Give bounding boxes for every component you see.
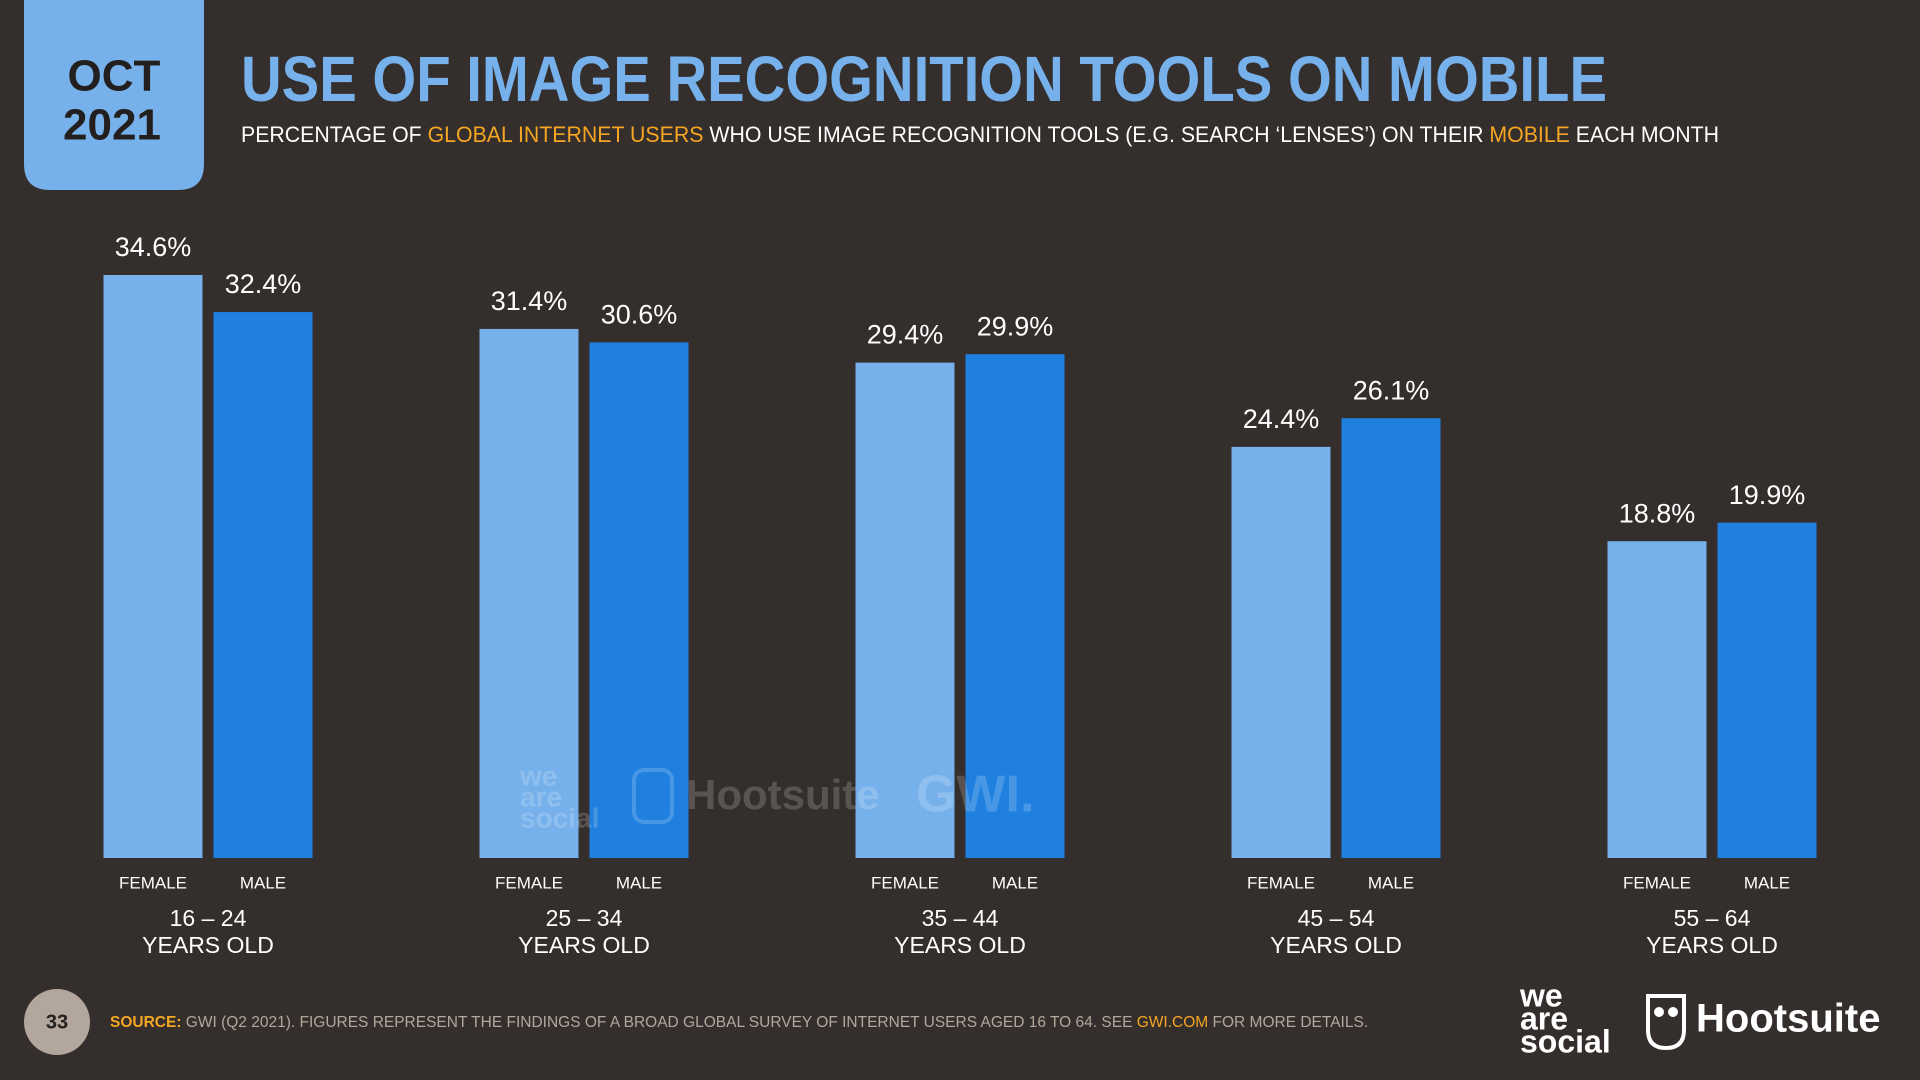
logo-text: Hootsuite <box>1696 997 1880 1041</box>
series-label: FEMALE <box>1623 873 1691 892</box>
date-month: OCT <box>68 52 161 101</box>
value-label: 31.4% <box>491 286 568 316</box>
series-label: MALE <box>992 873 1038 892</box>
source-link: GWI.COM <box>1137 1014 1208 1031</box>
value-label: 24.4% <box>1243 404 1320 434</box>
category-label: 35 – 44 <box>922 905 999 931</box>
category-label: 25 – 34 <box>546 905 623 931</box>
page-badge <box>24 989 90 1055</box>
category-suffix: YEARS OLD <box>1270 932 1402 958</box>
bar <box>213 312 313 859</box>
bar <box>1341 418 1441 858</box>
bar <box>965 354 1065 858</box>
logo-text: are <box>1520 1000 1568 1036</box>
subtitle-part: WHO USE IMAGE RECOGNITION TOOLS (E.G. SE… <box>703 122 1489 147</box>
subtitle-part: EACH MONTH <box>1570 122 1719 147</box>
category-suffix: YEARS OLD <box>518 932 650 958</box>
logo-text: we <box>1519 977 1563 1013</box>
series-label: MALE <box>1744 873 1790 892</box>
title: USE OF IMAGE RECOGNITION TOOLS ON MOBILE <box>241 43 1607 115</box>
bar <box>1607 541 1707 858</box>
value-label: 32.4% <box>225 269 302 299</box>
watermark-text: GWI. <box>916 766 1034 824</box>
owl-eye <box>1668 1007 1678 1017</box>
bar <box>855 362 955 858</box>
date-year: 2021 <box>63 101 161 150</box>
watermark-text: are <box>520 781 562 812</box>
watermark-owl <box>632 768 674 824</box>
subtitle: PERCENTAGE OF GLOBAL INTERNET USERS WHO … <box>241 122 1719 147</box>
category-label: 55 – 64 <box>1674 905 1751 931</box>
value-label: 19.9% <box>1729 480 1806 510</box>
owl-icon <box>1646 994 1686 1051</box>
source: SOURCE: GWI (Q2 2021). FIGURES REPRESENT… <box>110 1014 1368 1031</box>
date-badge <box>24 0 204 190</box>
bar <box>103 275 203 858</box>
series-label: FEMALE <box>1247 873 1315 892</box>
subtitle-part: PERCENTAGE OF <box>241 122 428 147</box>
series-label: MALE <box>240 873 286 892</box>
bar <box>1717 522 1817 858</box>
owl-eye <box>1654 1007 1664 1017</box>
series-label: FEMALE <box>495 873 563 892</box>
watermark: we are social Hootsuite GWI. <box>519 760 1034 833</box>
subtitle-highlight: MOBILE <box>1489 122 1570 147</box>
source-text: FOR MORE DETAILS. <box>1208 1014 1368 1031</box>
category-label: 16 – 24 <box>170 905 247 931</box>
source-label: SOURCE: <box>110 1014 181 1031</box>
series-label: MALE <box>616 873 662 892</box>
value-label: 29.9% <box>977 311 1054 341</box>
series-label: FEMALE <box>119 873 187 892</box>
watermark-text: Hootsuite <box>686 771 880 818</box>
bar <box>1231 446 1331 858</box>
bar <box>479 328 579 858</box>
value-label: 29.4% <box>867 320 944 350</box>
value-label: 26.1% <box>1353 375 1430 405</box>
value-label: 34.6% <box>115 232 192 262</box>
bar <box>589 342 689 859</box>
value-label: 30.6% <box>601 300 678 330</box>
logo-text: social <box>1520 1023 1611 1059</box>
series-label: MALE <box>1368 873 1414 892</box>
category-suffix: YEARS OLD <box>142 932 274 958</box>
category-label: 45 – 54 <box>1298 905 1375 931</box>
source-text: GWI (Q2 2021). FIGURES REPRESENT THE FIN… <box>181 1014 1136 1031</box>
watermark-text: social <box>520 802 599 833</box>
category-suffix: YEARS OLD <box>1646 932 1778 958</box>
value-label: 18.8% <box>1619 498 1696 528</box>
category-suffix: YEARS OLD <box>894 932 1026 958</box>
series-label: FEMALE <box>871 873 939 892</box>
subtitle-highlight: GLOBAL INTERNET USERS <box>428 122 704 147</box>
watermark-text: we <box>519 760 557 791</box>
page-number: 33 <box>46 1011 68 1033</box>
